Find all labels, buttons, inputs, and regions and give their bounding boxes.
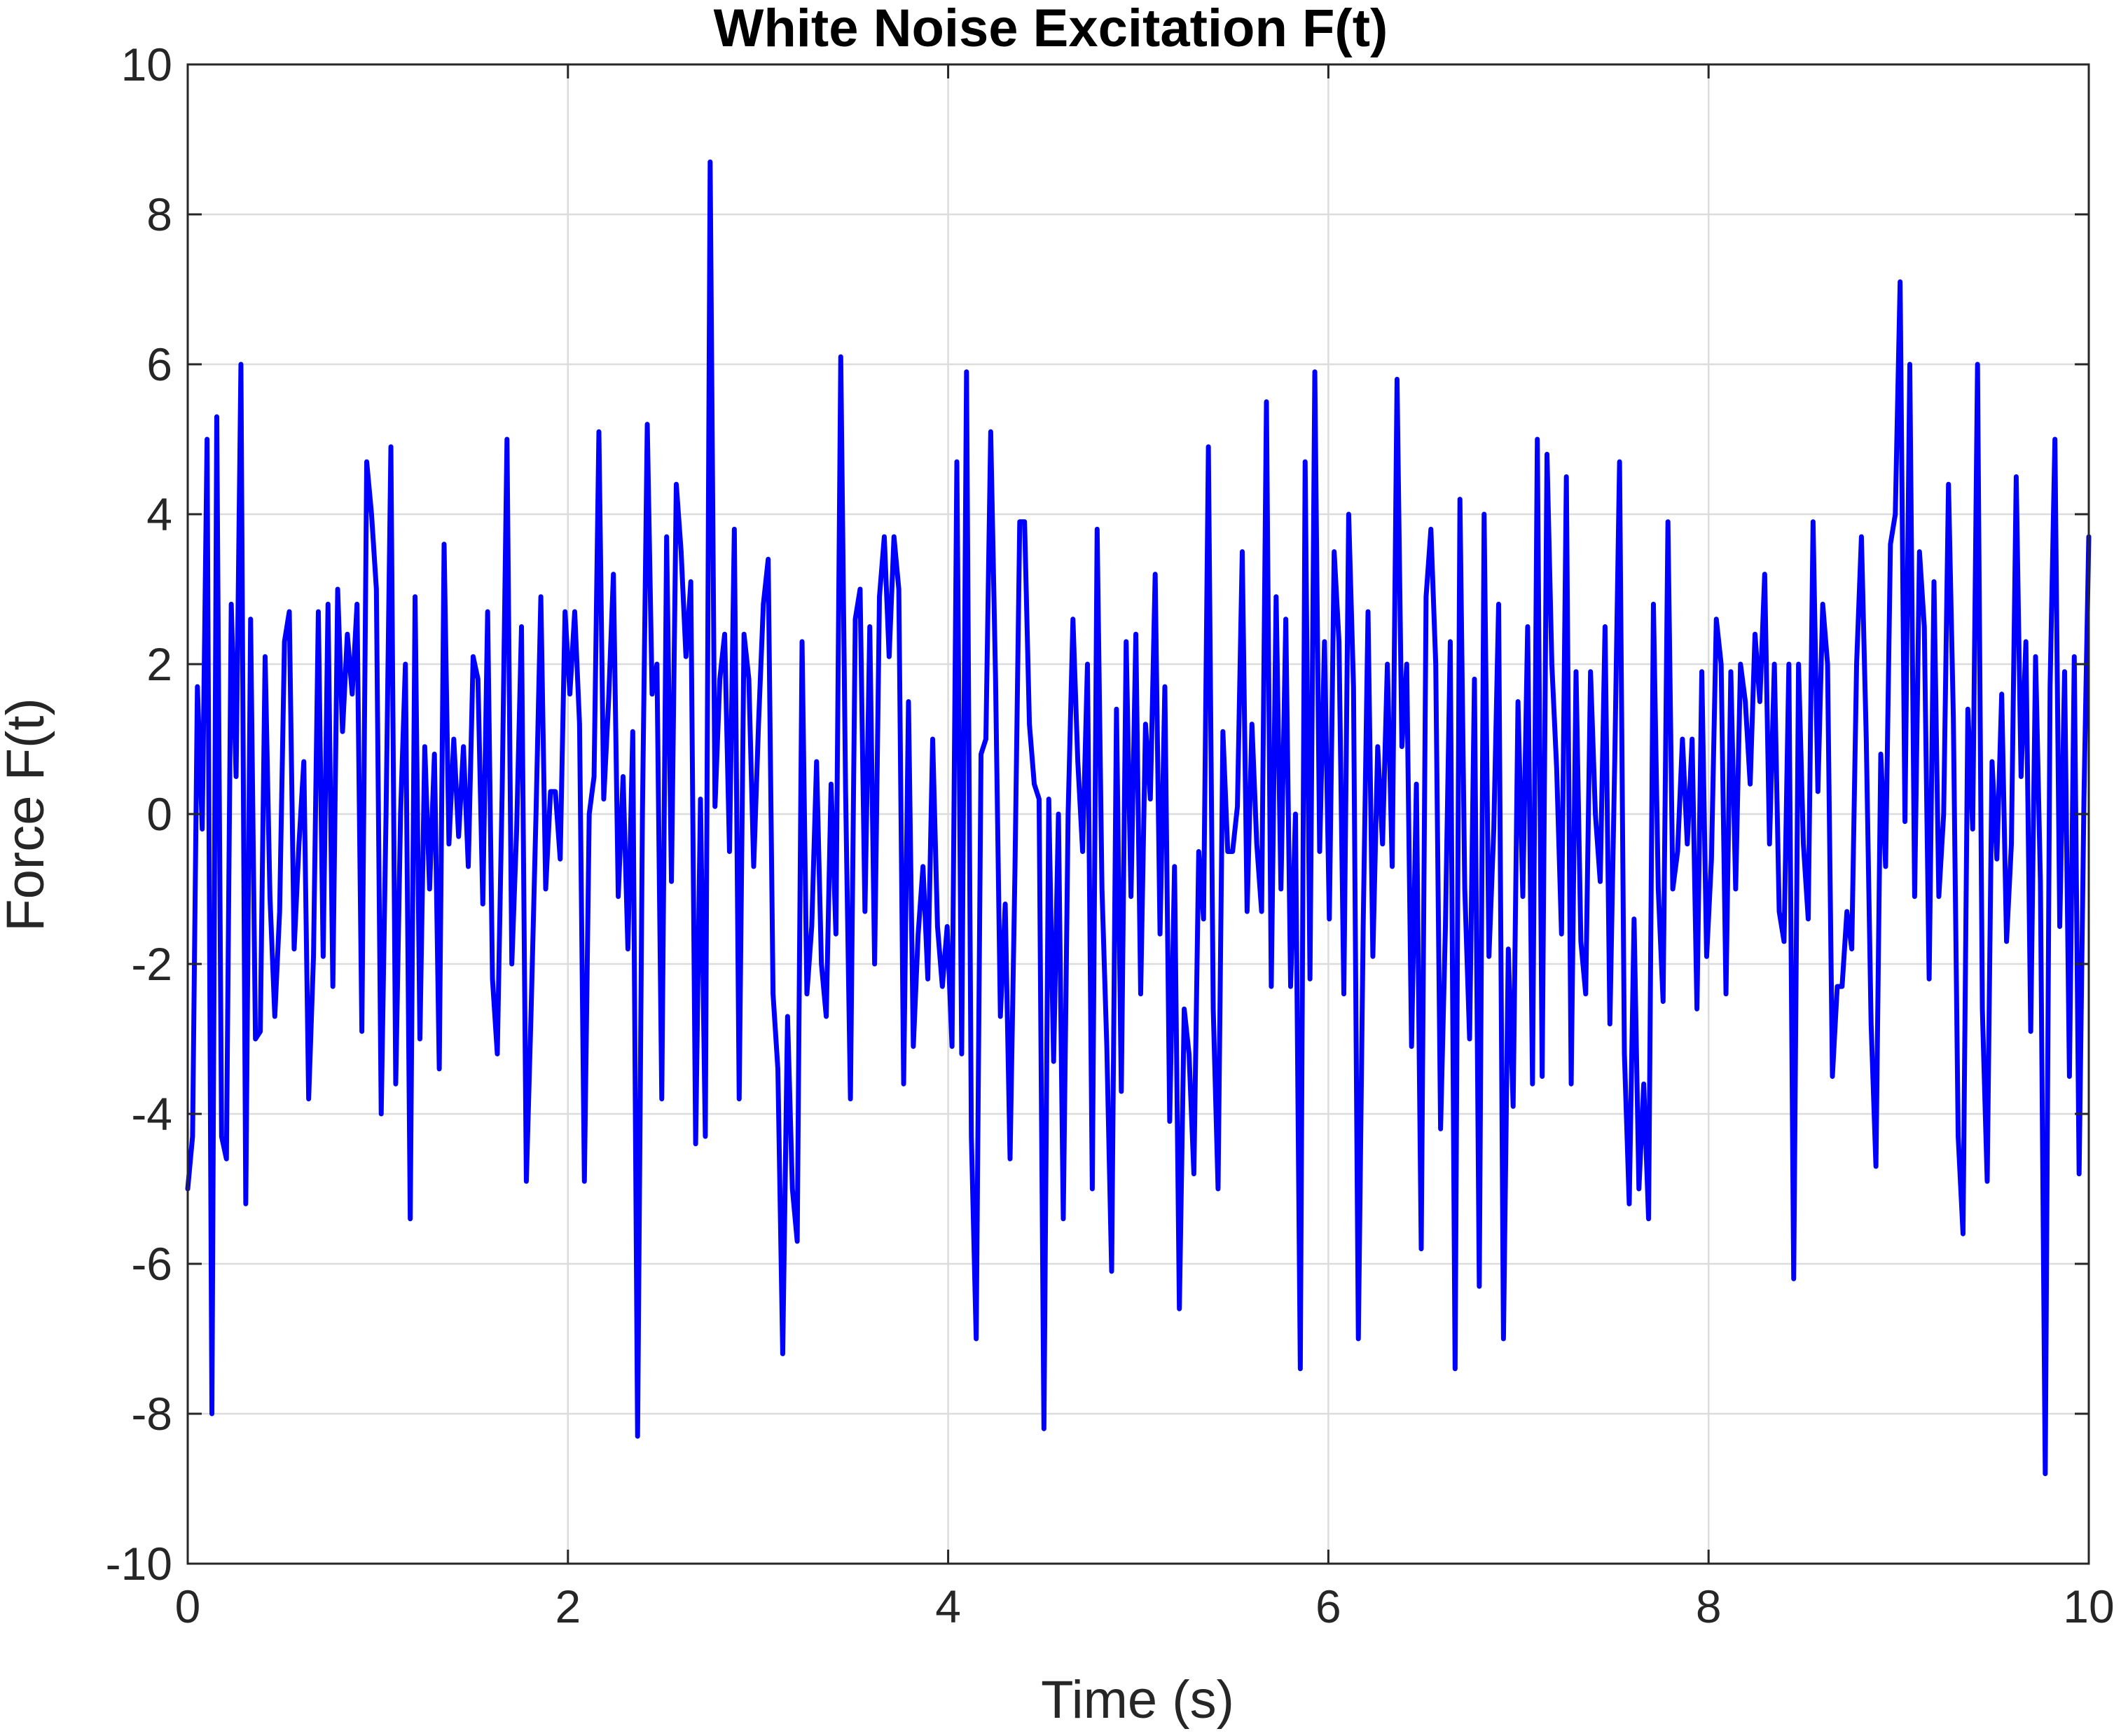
axes — [186, 63, 2090, 1565]
x-tick-label: 4 — [935, 1580, 961, 1632]
y-tick-label: 2 — [146, 638, 172, 690]
y-tick-label: -8 — [131, 1388, 172, 1440]
x-tick-label: 8 — [1696, 1580, 1722, 1632]
x-tick-label: 2 — [555, 1580, 581, 1632]
chart-title: White Noise Excitation F(t) — [714, 0, 1388, 58]
series-line — [185, 159, 2092, 1477]
x-tick-label: 0 — [175, 1580, 201, 1632]
y-tick-label: 10 — [121, 39, 172, 90]
y-tick-label: -4 — [131, 1088, 172, 1140]
y-tick-label: 6 — [146, 338, 172, 390]
y-axis-label: Force F(t) — [0, 698, 55, 932]
y-tick-label: 0 — [146, 788, 172, 840]
y-tick-label: -10 — [106, 1538, 172, 1590]
y-tick-label: 4 — [146, 488, 172, 540]
data-series — [185, 159, 2092, 1477]
x-tick-label: 6 — [1315, 1580, 1341, 1632]
y-tick-label: -2 — [131, 938, 172, 990]
y-tick-label: 8 — [146, 188, 172, 240]
x-tick-label: 10 — [2063, 1580, 2114, 1632]
x-axis-label: Time (s) — [1041, 1670, 1234, 1730]
y-tick-label: -6 — [131, 1238, 172, 1290]
tick-labels: 0 2 4 6 8 10 -10 -8 -6 -4 -2 0 2 4 6 8 10 — [106, 39, 2115, 1632]
